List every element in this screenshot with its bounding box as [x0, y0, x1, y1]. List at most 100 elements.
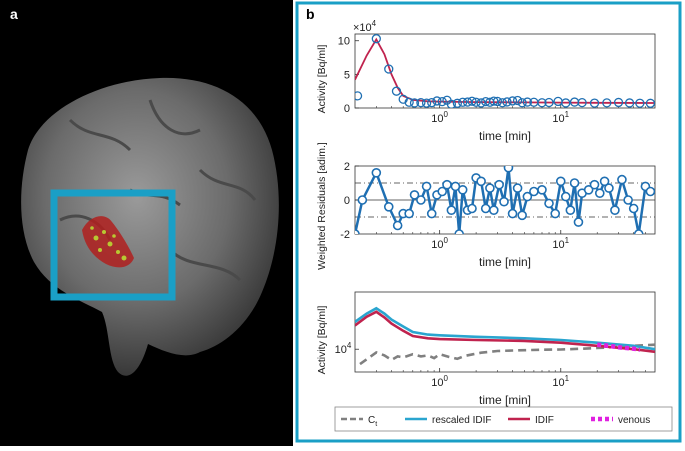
- residual-point: [480, 203, 491, 214]
- data-point: [512, 95, 523, 106]
- data-point: [476, 98, 486, 108]
- tick-label: 0: [344, 103, 350, 115]
- data-point: [437, 96, 447, 107]
- residual-point: [610, 205, 620, 215]
- x-axis-label: time [min]: [479, 129, 531, 143]
- residual-point: [517, 210, 527, 221]
- residual-point: [522, 191, 533, 202]
- brain-shape: [21, 77, 279, 376]
- data-point: [404, 97, 414, 107]
- data-point: [613, 97, 624, 108]
- data-point: [391, 86, 402, 96]
- axes-box: [354, 33, 656, 109]
- data-point: [522, 97, 533, 107]
- data-point: [467, 96, 477, 106]
- data-point: [577, 97, 587, 108]
- residual-point: [457, 185, 468, 195]
- residual-point: [392, 220, 403, 231]
- tick-label: 5: [344, 69, 350, 81]
- tick-label: 100: [431, 110, 448, 125]
- residual-point: [421, 181, 432, 192]
- tick-label: 100: [431, 374, 448, 389]
- residual-point: [507, 208, 518, 219]
- residual-point: [454, 229, 464, 234]
- data-point: [371, 34, 381, 44]
- data-point: [492, 96, 503, 107]
- residual-point: [494, 179, 504, 190]
- residual-point: [617, 174, 627, 185]
- series-group: [355, 306, 655, 366]
- residual-point: [371, 168, 382, 178]
- residual-point: [583, 185, 594, 195]
- data-point: [561, 98, 571, 108]
- residual-point: [409, 190, 420, 200]
- brain-image: [21, 77, 279, 376]
- residual-point: [404, 208, 414, 219]
- residual-point: [357, 195, 368, 205]
- brain-panel: a: [0, 0, 293, 446]
- x-axis-label: time [min]: [479, 393, 531, 407]
- activation-dots: [90, 226, 127, 261]
- residual-point: [426, 208, 437, 219]
- residual-point: [467, 203, 477, 214]
- data-point: [589, 98, 600, 108]
- chart-stack: 100 101 time [min] Activity [Bq/ml] 0 5 10×104…: [295, 1, 682, 443]
- tick-label: 2: [344, 161, 350, 173]
- panel-b-label: b: [306, 6, 315, 22]
- residual-point: [544, 198, 554, 209]
- y-axis-label: Activity [Bq/ml]: [316, 45, 328, 114]
- series-line-idif: [355, 310, 655, 354]
- tick-label: 104: [335, 341, 352, 356]
- data-point: [517, 98, 527, 108]
- data-point: [416, 97, 426, 108]
- sulcus: [59, 99, 257, 282]
- data-point: [507, 96, 518, 106]
- residual-point: [355, 229, 360, 234]
- residual-point: [529, 186, 539, 197]
- legend-label: IDIF: [535, 415, 554, 426]
- data-point: [624, 98, 635, 108]
- residual-point: [628, 203, 639, 214]
- residual-point: [485, 183, 495, 193]
- data-point: [446, 99, 457, 108]
- tick-label: -2: [340, 229, 350, 241]
- legend-box: [334, 406, 673, 432]
- residual-point: [623, 195, 633, 205]
- residual-point: [476, 176, 486, 187]
- data-point: [458, 97, 468, 107]
- tick-label: 10: [338, 36, 350, 48]
- series-line-c_t: [359, 343, 655, 366]
- data-point: [537, 98, 547, 108]
- residual-point: [416, 195, 426, 205]
- tick-label: 0: [344, 195, 350, 207]
- data-point: [497, 98, 508, 108]
- residual-point: [633, 229, 644, 234]
- tick-label: 101: [552, 110, 569, 125]
- series-group: [355, 34, 655, 108]
- legend-label: venous: [618, 415, 650, 426]
- legend-label: rescaled IDIF: [432, 415, 491, 426]
- axes-box: [354, 291, 656, 373]
- residual-point: [503, 166, 514, 173]
- residual-point: [599, 176, 610, 187]
- residual-point: [446, 205, 457, 215]
- tick-label: 101: [552, 236, 569, 251]
- data-point: [471, 97, 481, 107]
- data-point: [409, 98, 420, 108]
- residual-point: [594, 188, 605, 198]
- residual-point: [604, 183, 614, 193]
- panel-b-border: [295, 1, 682, 443]
- tick-label: ×104: [353, 19, 377, 34]
- chart-3: 100 101 time [min] Activity [Bq/ml] 104: [316, 291, 656, 407]
- data-point: [502, 97, 512, 107]
- chart-panel: b 100 101 time [min] Activity [Bq/ml] 0 5 10 ×1…: [293, 0, 685, 446]
- residual-point: [573, 217, 584, 227]
- residual-point: [499, 196, 509, 207]
- residual-point: [442, 179, 452, 190]
- data-point: [635, 98, 645, 108]
- data-point: [427, 97, 437, 108]
- data-point: [553, 96, 563, 107]
- residual-point: [489, 205, 499, 215]
- residual-point: [555, 176, 566, 187]
- data-point: [452, 98, 462, 108]
